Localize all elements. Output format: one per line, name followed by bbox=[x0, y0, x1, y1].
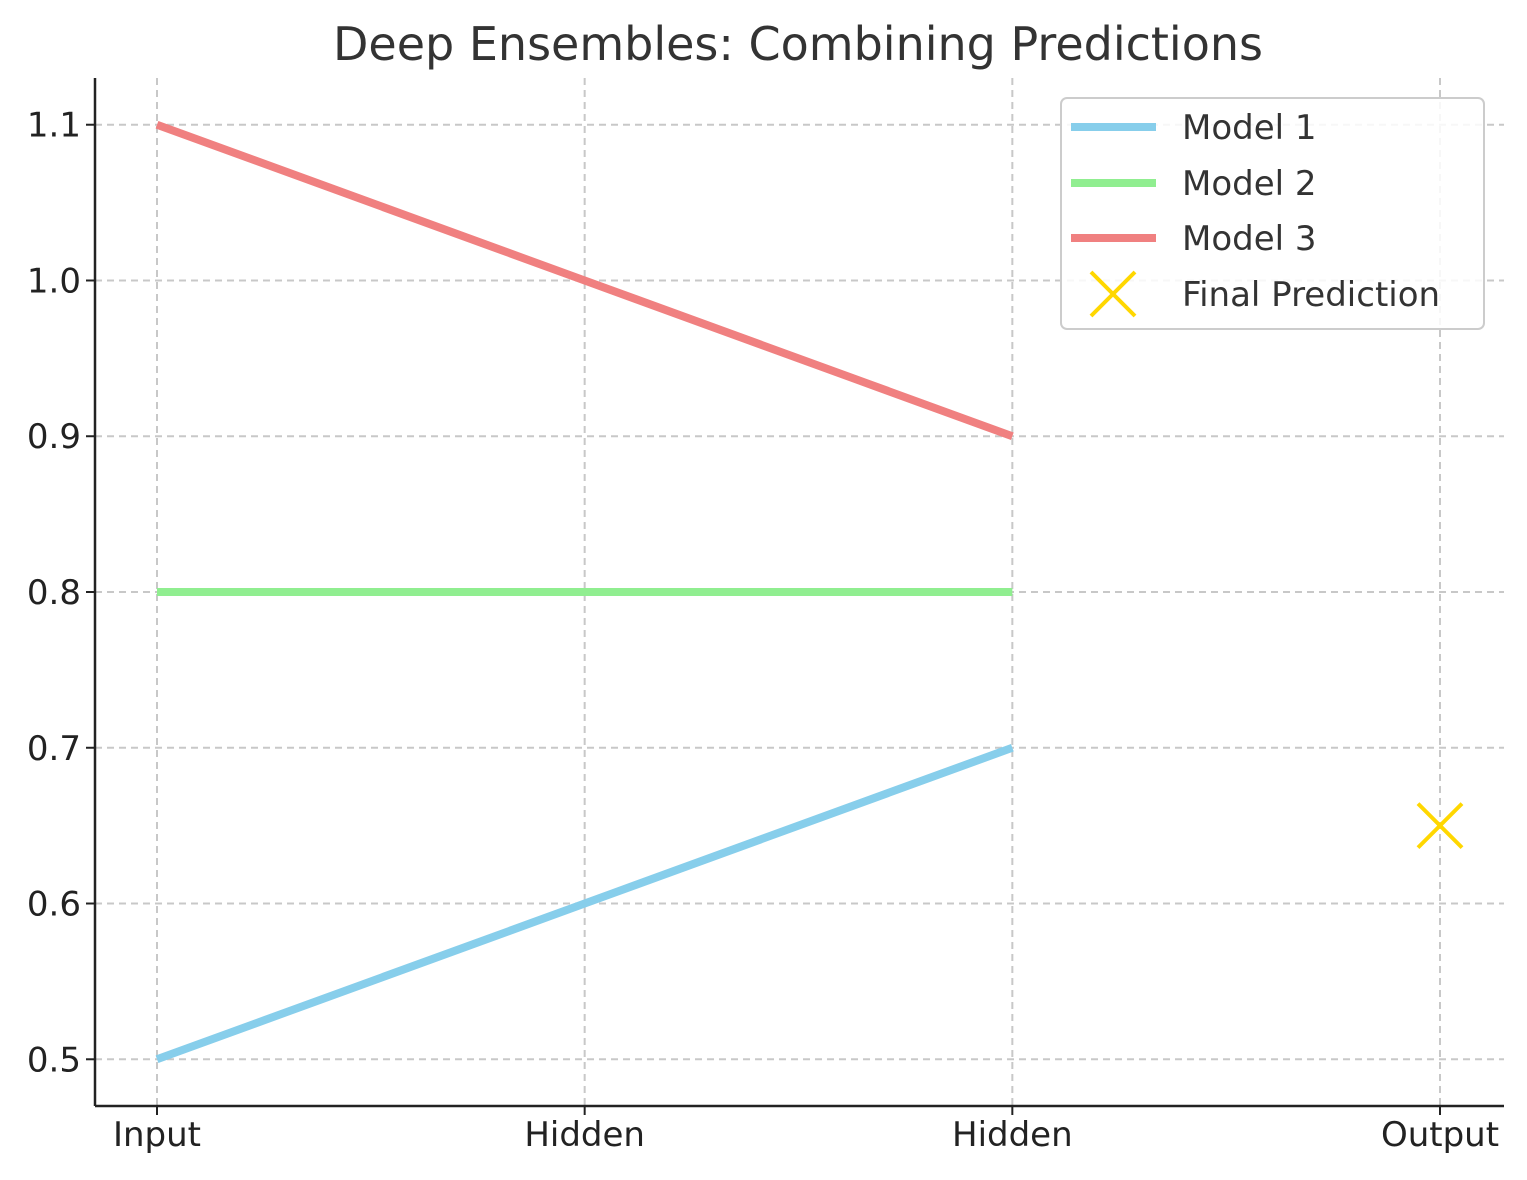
legend-label-model-2: Model 2 bbox=[1182, 164, 1317, 204]
x-tick-label: Output bbox=[1381, 1115, 1499, 1155]
x-tick-label: Hidden bbox=[524, 1115, 645, 1155]
data-series bbox=[155, 120, 1464, 1064]
legend: Model 1 Model 2 Model 3 Final Prediction bbox=[1060, 97, 1485, 330]
point-final-prediction bbox=[1416, 802, 1464, 850]
tick-labels: 0.5 0.6 0.7 0.8 0.9 1.0 1.1 Input Hidden Hidden Ou… bbox=[27, 106, 1499, 1155]
legend-label-model-3: Model 3 bbox=[1182, 219, 1317, 259]
y-tick-label: 1.0 bbox=[27, 261, 81, 301]
series-line-model-1 bbox=[155, 743, 1014, 1064]
legend-swatch-final-prediction bbox=[1089, 270, 1137, 318]
x-tick-label: Hidden bbox=[952, 1115, 1073, 1155]
x-tick-label: Input bbox=[113, 1115, 201, 1155]
y-tick-label: 0.9 bbox=[27, 417, 81, 457]
y-tick-label: 0.8 bbox=[27, 573, 81, 613]
legend-box bbox=[1060, 97, 1485, 330]
legend-label-final-prediction: Final Prediction bbox=[1182, 275, 1440, 315]
legend-label-model-1: Model 1 bbox=[1182, 108, 1317, 148]
y-tick-label: 0.6 bbox=[27, 885, 81, 925]
y-tick-label: 0.5 bbox=[27, 1040, 81, 1080]
y-tick-label: 1.1 bbox=[27, 106, 81, 146]
chart-title: Deep Ensembles: Combining Predictions bbox=[333, 17, 1263, 71]
y-tick-label: 0.7 bbox=[27, 729, 81, 769]
series-line-model-3 bbox=[155, 120, 1014, 441]
